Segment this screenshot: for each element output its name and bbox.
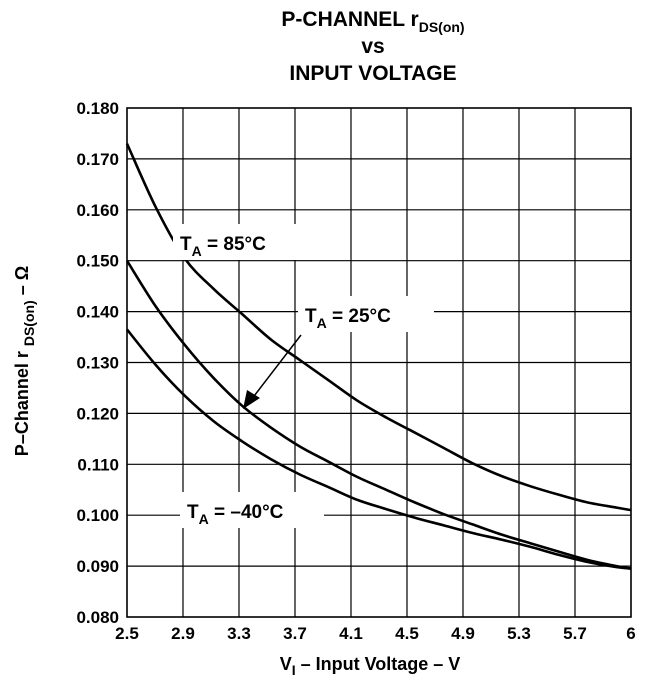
x-tick-label: 3.3 — [227, 624, 251, 643]
x-axis-label-main2: – Input Voltage – V — [296, 654, 461, 674]
annotation-25c-subscript: A — [317, 315, 327, 331]
y-tick-label: 0.090 — [76, 557, 119, 576]
series-85c-line — [125, 143, 632, 512]
x-tick-label: 5.3 — [507, 624, 531, 643]
y-axis-label-main2: – Ω — [12, 266, 32, 300]
chart-title-line3: INPUT VOLTAGE — [289, 62, 456, 85]
series-25c-line — [125, 260, 632, 570]
y-tick-label: 0.120 — [76, 404, 119, 423]
annotation-85c: TA = 85°C — [173, 224, 309, 260]
annotation-25c-text: = 25°C — [327, 306, 391, 327]
annotation-arrow-line — [250, 334, 302, 401]
x-tick-label: 2.5 — [115, 624, 139, 643]
annotation-arrow-head — [243, 390, 260, 409]
x-tick-label: 4.1 — [339, 624, 363, 643]
annotation-85c-text: = 85°C — [202, 234, 266, 255]
x-tick-label: 4.5 — [395, 624, 419, 643]
curves — [125, 143, 632, 570]
chart-title-main: P-CHANNEL r — [281, 8, 418, 31]
annotation-minus40c: TA = –40°C — [180, 492, 324, 528]
svg-text:TA = –40°C: TA = –40°C — [187, 502, 284, 527]
y-tick-label: 0.160 — [76, 201, 119, 220]
y-axis-label-subscript: DS(on) — [21, 300, 37, 346]
y-tick-label: 0.130 — [76, 354, 119, 373]
y-axis-ticks: 0.080 0.090 0.100 0.110 0.120 0.130 0.140 0.150… — [76, 99, 119, 627]
y-tick-label: 0.180 — [76, 99, 119, 118]
x-axis-label-subscript: I — [292, 662, 296, 678]
x-tick-label: 6 — [626, 624, 635, 643]
y-axis-label-main1: P–Channel r — [12, 346, 32, 456]
chart-title-line2: vs — [361, 35, 384, 58]
x-tick-label: 4.9 — [451, 624, 475, 643]
annotation-25c-prefix: T — [305, 306, 317, 327]
annotation-25c: TA = 25°C — [298, 296, 434, 332]
annotation-minus40c-prefix: T — [187, 502, 199, 523]
y-tick-label: 0.140 — [76, 303, 119, 322]
annotation-minus40c-text: = –40°C — [209, 502, 284, 523]
x-tick-label: 5.7 — [563, 624, 587, 643]
y-tick-label: 0.100 — [76, 506, 119, 525]
x-tick-label: 3.7 — [283, 624, 307, 643]
svg-text:TA = 85°C: TA = 85°C — [180, 234, 266, 259]
x-tick-label: 2.9 — [171, 624, 195, 643]
y-tick-label: 0.150 — [76, 252, 119, 271]
svg-text:TA = 25°C: TA = 25°C — [305, 306, 391, 331]
y-tick-label: 0.110 — [77, 455, 119, 474]
series-minus40c-line — [125, 328, 632, 570]
x-axis-label: VI – Input Voltage – V — [280, 654, 461, 678]
y-tick-label: 0.080 — [76, 608, 119, 627]
grid — [126, 107, 632, 618]
y-tick-label: 0.170 — [76, 150, 119, 169]
annotation-minus40c-subscript: A — [199, 511, 209, 527]
y-axis-label: P–Channel r DS(on) – Ω — [12, 266, 37, 456]
chart-title-line1: P-CHANNEL rDS(on) — [281, 8, 464, 35]
annotation-85c-prefix: T — [180, 234, 192, 255]
chart-title-subscript: DS(on) — [419, 19, 465, 35]
x-axis-ticks: 2.5 2.9 3.3 3.7 4.1 4.5 4.9 5.3 5.7 6 — [115, 624, 636, 643]
x-axis-label-main1: V — [280, 654, 292, 674]
annotation-85c-subscript: A — [192, 243, 202, 259]
plot-frame — [126, 107, 632, 618]
